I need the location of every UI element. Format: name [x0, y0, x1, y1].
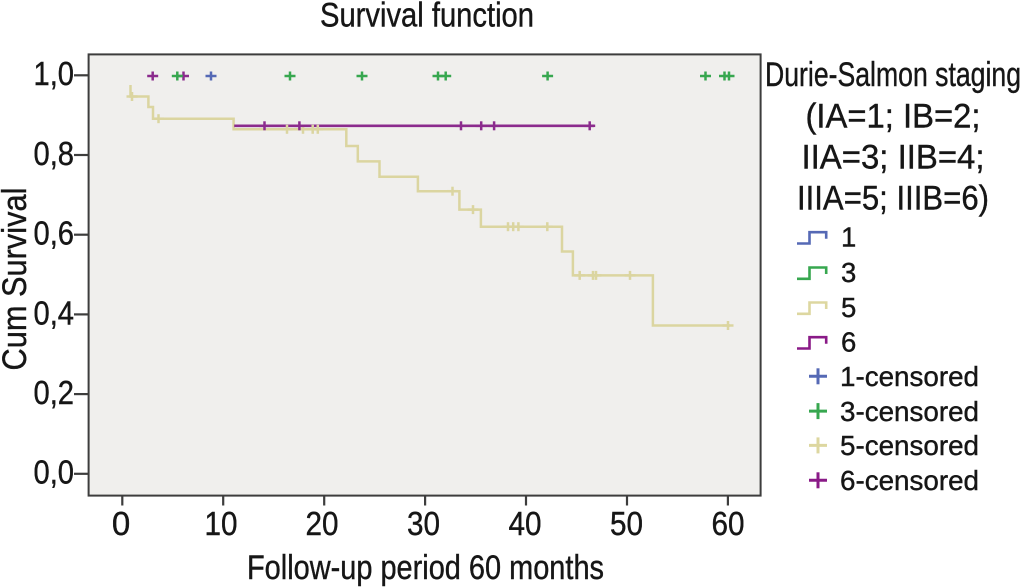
svg-text:6: 6	[841, 327, 856, 358]
svg-text:6-censored: 6-censored	[840, 465, 979, 496]
svg-text:0,6: 0,6	[34, 215, 75, 252]
svg-text:40: 40	[509, 505, 542, 542]
svg-text:1-censored: 1-censored	[840, 361, 979, 392]
svg-text:0: 0	[112, 505, 130, 542]
svg-text:20: 20	[306, 505, 339, 542]
svg-text:(IA=1; IB=2;: (IA=1; IB=2;	[806, 98, 981, 136]
svg-text:10: 10	[205, 505, 238, 542]
svg-text:3-censored: 3-censored	[840, 396, 979, 427]
svg-text:3: 3	[841, 257, 856, 288]
svg-text:IIA=3; IIB=4;: IIA=3; IIB=4;	[802, 139, 985, 177]
svg-text:60: 60	[712, 505, 745, 542]
svg-text:5-censored: 5-censored	[840, 430, 979, 461]
svg-text:Durie-Salmon staging: Durie-Salmon staging	[765, 56, 1021, 94]
svg-text:0,4: 0,4	[34, 294, 75, 331]
svg-text:1: 1	[841, 222, 856, 253]
svg-text:IIIA=5; IIIB=6): IIIA=5; IIIB=6)	[797, 180, 989, 218]
svg-text:30: 30	[407, 505, 440, 542]
svg-text:Cum Survival: Cum Survival	[0, 188, 34, 371]
svg-text:50: 50	[610, 505, 643, 542]
svg-text:1,0: 1,0	[34, 55, 75, 92]
svg-text:0,0: 0,0	[34, 454, 75, 491]
svg-text:Survival function: Survival function	[320, 0, 534, 34]
svg-text:0,8: 0,8	[34, 135, 75, 172]
svg-text:5: 5	[841, 292, 856, 323]
svg-text:Follow-up period 60 months: Follow-up period 60 months	[247, 549, 604, 587]
svg-text:0,2: 0,2	[34, 374, 75, 411]
